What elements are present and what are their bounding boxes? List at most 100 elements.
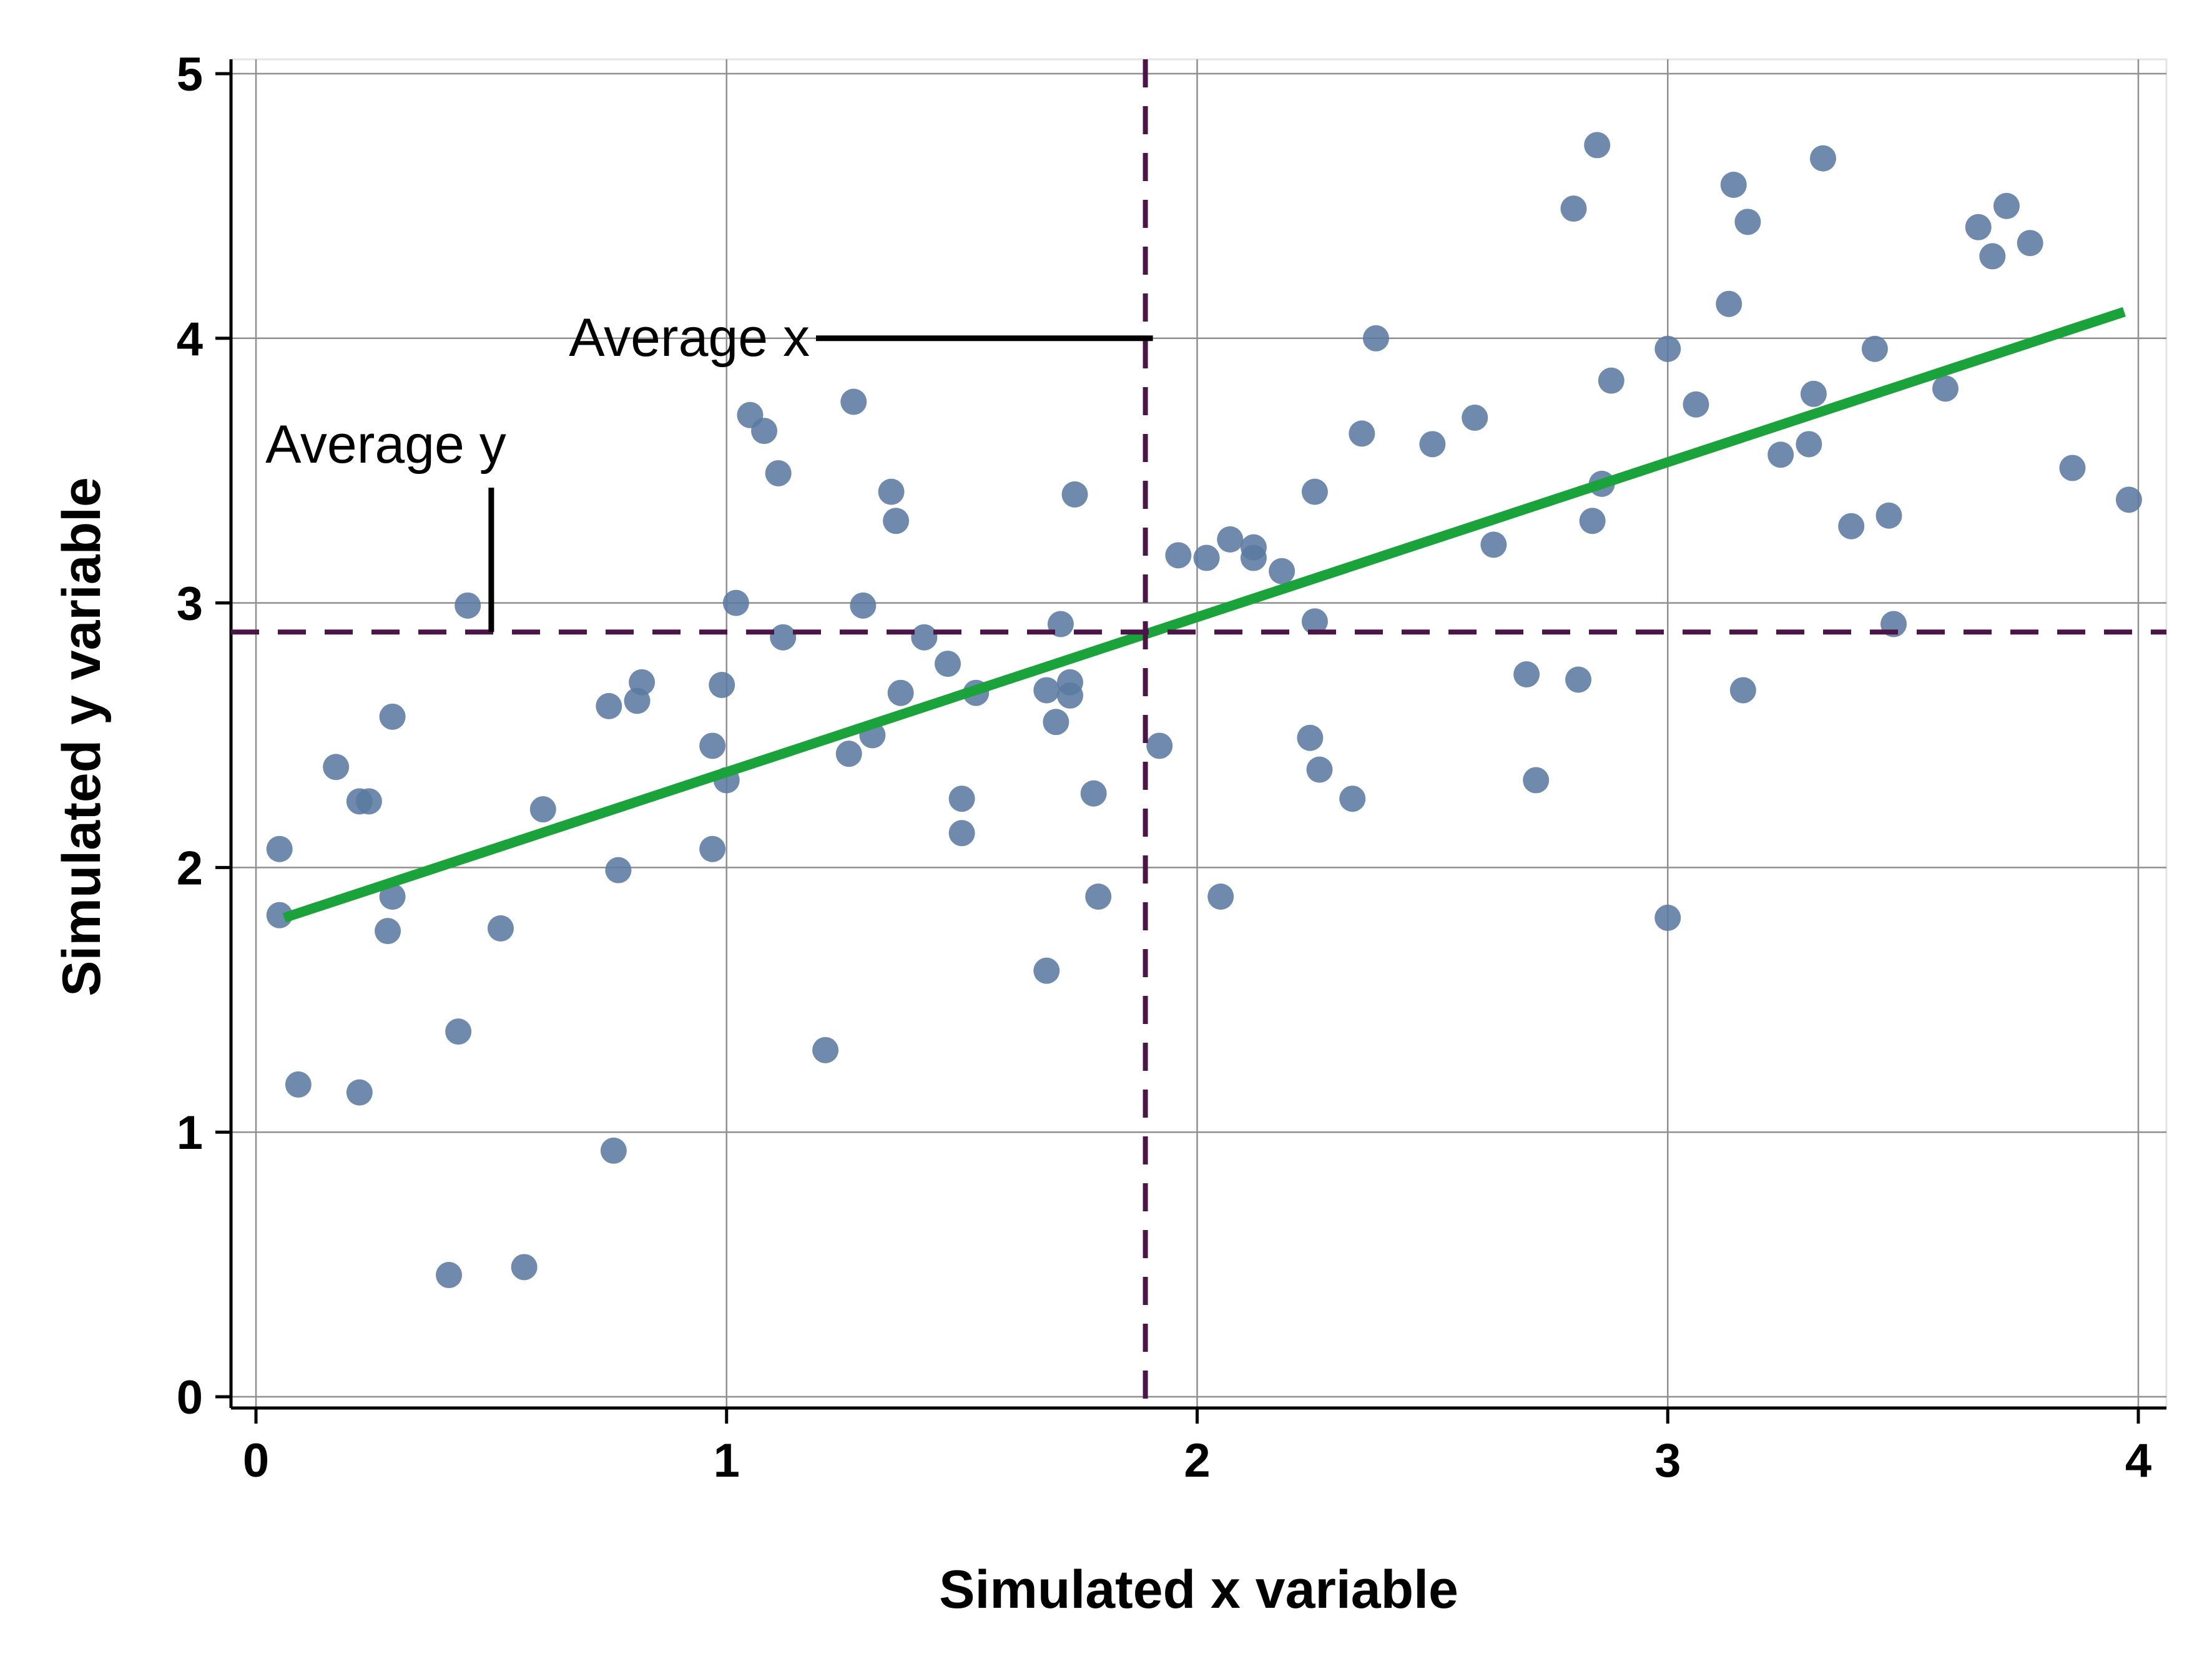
data-point — [355, 788, 382, 815]
mean-lines — [231, 59, 2166, 1408]
data-point — [1362, 325, 1389, 352]
x-axis-title: Simulated x variable — [939, 1560, 1458, 1620]
data-point — [1800, 380, 1827, 407]
data-point — [1462, 404, 1488, 431]
x-tick-label-3: 3 — [1654, 1434, 1681, 1487]
data-point — [1767, 441, 1794, 468]
data-point — [770, 624, 797, 651]
data-point — [1965, 214, 1992, 240]
plot-frame — [230, 58, 2168, 1409]
data-point — [629, 669, 656, 696]
y-tick-label-0: 0 — [177, 1371, 203, 1424]
data-point — [529, 796, 556, 823]
data-point — [487, 915, 514, 942]
data-point — [436, 1262, 463, 1289]
data-point — [1146, 732, 1173, 759]
fit-line-group — [282, 307, 2126, 923]
data-point — [1301, 608, 1328, 635]
data-point — [1297, 724, 1324, 751]
y-tick-label-2: 2 — [177, 842, 203, 895]
data-point — [1061, 481, 1088, 508]
data-point — [1861, 335, 1888, 362]
data-point — [1306, 756, 1333, 783]
data-point — [1207, 884, 1234, 910]
data-point — [1932, 375, 1959, 402]
data-point — [1875, 502, 1902, 529]
x-tick-label-4: 4 — [2125, 1434, 2151, 1487]
annotations: Average x Average y — [265, 308, 1153, 633]
y-axis-title: Simulated y variable — [52, 477, 112, 997]
data-point — [1080, 780, 1107, 807]
data-point — [948, 785, 975, 812]
data-point — [266, 835, 293, 862]
data-point — [751, 418, 778, 445]
data-point — [605, 857, 632, 884]
x-tick-label-0: 0 — [243, 1434, 269, 1487]
data-point — [2115, 486, 2142, 513]
data-point — [1523, 767, 1550, 794]
data-point — [1193, 544, 1220, 571]
data-point — [1683, 391, 1709, 418]
data-point — [1033, 677, 1060, 704]
data-point — [1033, 957, 1060, 984]
data-point — [883, 508, 910, 534]
data-point — [1085, 884, 1112, 910]
fit-line — [282, 307, 2126, 923]
data-points — [266, 132, 2142, 1289]
data-point — [1217, 526, 1244, 553]
data-point — [379, 703, 406, 730]
data-point — [445, 1018, 472, 1045]
x-tick-label-1: 1 — [714, 1434, 740, 1487]
data-point — [1240, 544, 1267, 571]
data-point — [699, 835, 726, 862]
data-point — [1654, 904, 1681, 931]
data-point — [1056, 682, 1083, 709]
axes — [229, 59, 2166, 1410]
data-point — [455, 592, 481, 619]
data-point — [1579, 508, 1606, 534]
data-point — [878, 478, 905, 505]
grid — [230, 58, 2168, 1409]
data-point — [511, 1254, 538, 1281]
data-point — [1720, 171, 1747, 198]
data-point — [1598, 367, 1625, 394]
data-point — [1729, 677, 1756, 704]
data-point — [699, 732, 726, 759]
data-point — [1165, 542, 1192, 569]
data-point — [1269, 558, 1295, 584]
data-point — [1796, 431, 1822, 458]
data-point — [765, 460, 792, 486]
data-point — [596, 692, 622, 719]
data-point — [1560, 195, 1587, 222]
data-point — [1838, 513, 1865, 539]
data-point — [379, 884, 406, 910]
y-tick-label-1: 1 — [177, 1106, 203, 1159]
data-point — [1301, 478, 1328, 505]
data-point — [911, 624, 938, 651]
data-point — [1584, 132, 1611, 159]
y-tick-label-4: 4 — [177, 313, 203, 366]
data-point — [948, 820, 975, 847]
data-point — [1565, 666, 1592, 693]
data-point — [1809, 145, 1836, 172]
data-point — [323, 754, 350, 780]
average-y-label: Average y — [265, 415, 506, 475]
data-point — [835, 741, 862, 767]
data-point — [2059, 455, 2086, 481]
data-point — [812, 1036, 839, 1063]
data-point — [850, 592, 877, 619]
data-point — [2017, 230, 2043, 257]
data-point — [1979, 243, 2006, 270]
data-point — [1349, 420, 1375, 447]
data-point — [887, 679, 914, 706]
ticks: 0 1 2 3 4 0 1 2 3 4 5 — [177, 48, 2151, 1487]
y-tick-label-3: 3 — [177, 578, 203, 631]
data-point — [1480, 531, 1507, 558]
data-point — [709, 671, 735, 698]
data-point — [1513, 661, 1540, 688]
data-point — [1734, 209, 1761, 235]
data-point — [375, 918, 401, 945]
y-tick-label-5: 5 — [177, 48, 203, 101]
data-point — [722, 589, 749, 616]
